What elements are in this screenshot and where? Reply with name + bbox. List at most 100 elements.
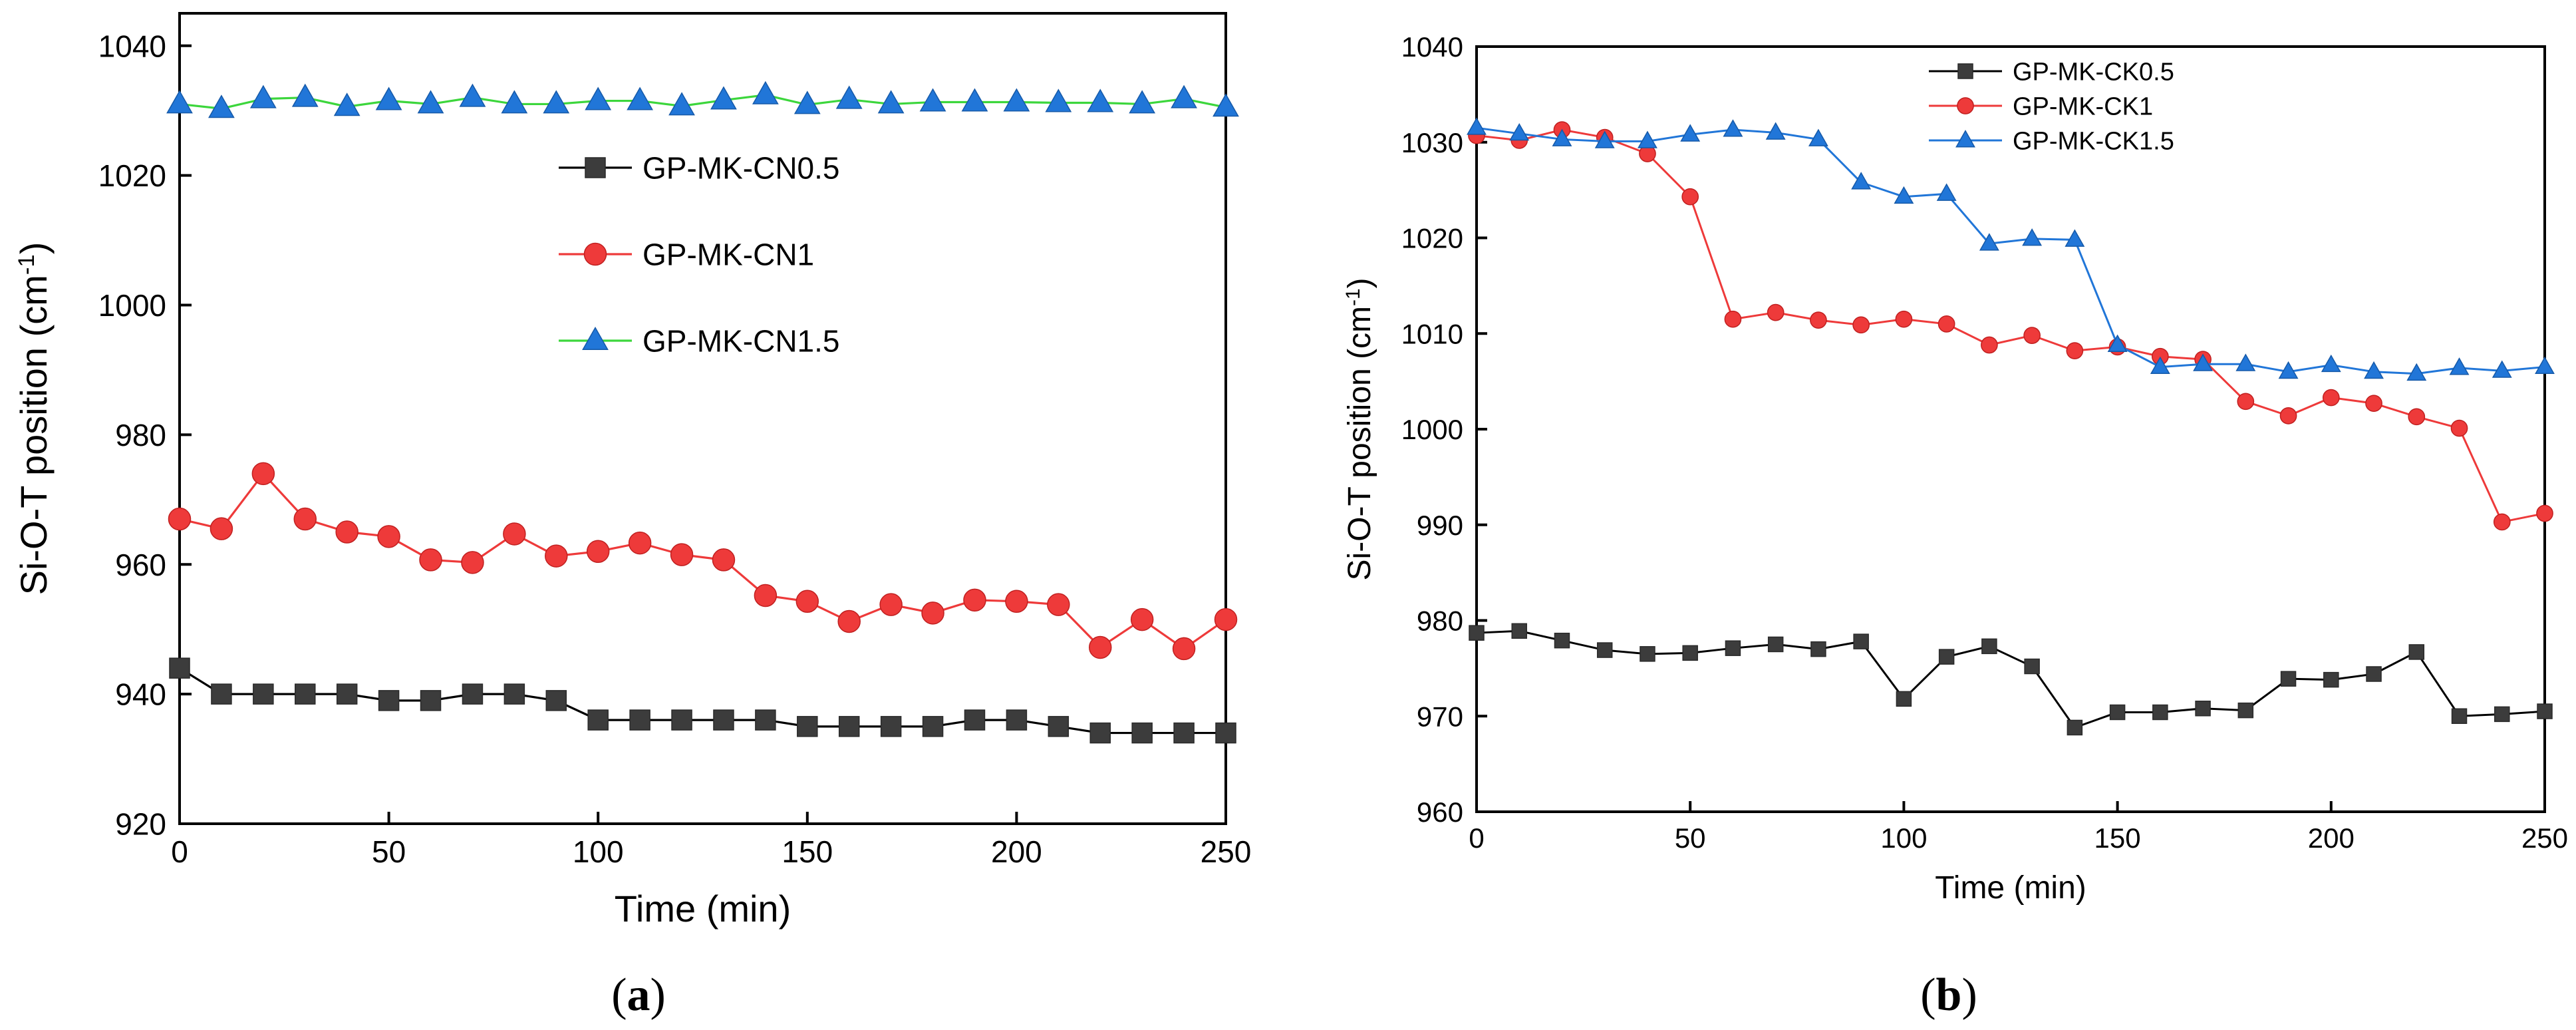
y-tick-label: 1010 [1401, 318, 1463, 349]
data-point [2278, 361, 2299, 379]
y-tick-label: 1040 [98, 29, 166, 63]
data-point [1936, 183, 1957, 201]
legend: GP-MK-CK0.5 GP-MK-CK1 GP-MK-CK1.5 [1929, 59, 2174, 156]
data-point [2451, 708, 2468, 724]
data-point [2023, 327, 2041, 344]
data-point [586, 540, 610, 564]
series-line [1476, 126, 2545, 375]
panel-caption-close: ) [650, 969, 666, 1021]
data-point [251, 462, 275, 486]
data-point [210, 517, 233, 540]
data-point [295, 683, 316, 705]
data-point [2492, 360, 2512, 378]
data-point [333, 92, 360, 116]
data-point [377, 525, 400, 548]
legend-label: GP-MK-CK0.5 [2013, 59, 2174, 86]
data-point [671, 709, 692, 731]
panel-caption-open: ( [1920, 969, 1935, 1021]
data-point [1810, 641, 1826, 657]
data-point [501, 90, 528, 114]
x-tick-label: 250 [2521, 822, 2568, 854]
plot-frame [178, 12, 1227, 825]
data-point [503, 683, 525, 705]
series-GP-MK-CN1 [168, 462, 1238, 661]
data-point [1981, 336, 1998, 354]
data-point [1682, 645, 1698, 661]
data-point [375, 86, 402, 110]
y-tick-label: 940 [115, 677, 166, 712]
legend-marker [582, 326, 609, 350]
data-point [2493, 513, 2511, 531]
data-point [1171, 85, 1197, 108]
x-tick-label: 150 [782, 834, 833, 869]
series-line [179, 94, 1226, 110]
data-point [2152, 704, 2168, 721]
data-point [1767, 636, 1784, 653]
data-point [1681, 188, 1699, 206]
data-point [417, 90, 444, 114]
y-tick-label: 1000 [1401, 414, 1463, 445]
data-point [1006, 709, 1028, 731]
data-point [1938, 649, 1955, 665]
legend-marker [1957, 63, 1973, 79]
data-point [1554, 632, 1570, 649]
data-point [877, 90, 905, 114]
data-point [2366, 666, 2382, 682]
y-tick-label: 1020 [1401, 223, 1463, 254]
data-point [2536, 504, 2553, 522]
data-point [710, 86, 737, 110]
series-GP-MK-CN1.5 [166, 81, 1239, 118]
data-point [2537, 703, 2553, 719]
data-point [1852, 316, 1870, 334]
panel-caption: (a) [611, 969, 666, 1021]
y-tick-label: 980 [1417, 605, 1463, 637]
legend-label: GP-MK-CN1.5 [643, 324, 839, 359]
panel-caption-letter: a [627, 969, 650, 1021]
data-point [668, 92, 695, 116]
y-axis-label-main: Si-O-T position (cm [13, 275, 55, 595]
data-point [459, 83, 486, 107]
x-tick-label: 0 [1469, 822, 1484, 854]
data-point [961, 88, 988, 112]
data-point [2365, 395, 2382, 413]
y-axis-label: Si-O-T position (cm-1) [1342, 278, 1378, 581]
data-point [1215, 722, 1236, 744]
data-point [1003, 88, 1030, 112]
data-point [921, 601, 944, 625]
data-point [1048, 716, 1070, 737]
y-axis-label-sup: -1 [1342, 289, 1364, 306]
data-point [1725, 640, 1741, 656]
data-point [2494, 706, 2510, 723]
legend-label: GP-MK-CN0.5 [643, 151, 839, 186]
legend-marker [585, 157, 606, 178]
y-axis-label-sup: -1 [14, 254, 39, 275]
series-line [1476, 629, 2545, 729]
x-tick-label: 50 [1675, 822, 1706, 854]
data-point [1088, 635, 1112, 659]
data-point [1131, 722, 1153, 744]
data-point [838, 716, 860, 737]
data-point [2408, 408, 2426, 426]
legend: GP-MK-CN0.5 GP-MK-CN1 GP-MK-CN1.5 [559, 151, 839, 359]
legend-label: GP-MK-CK1.5 [2013, 128, 2174, 156]
legend-label: GP-MK-CK1 [2013, 93, 2153, 121]
data-point [1723, 119, 1743, 137]
legend-marker [583, 242, 607, 266]
data-point [793, 90, 821, 114]
data-point [1173, 722, 1195, 744]
data-point [2022, 228, 2043, 246]
series-line [1476, 128, 2545, 524]
data-point [1896, 691, 1912, 707]
data-point [1765, 122, 1786, 140]
x-tick-label: 50 [372, 834, 406, 869]
data-point [1045, 88, 1072, 112]
data-point [2193, 353, 2214, 371]
data-point [291, 83, 319, 107]
x-tick-label: 100 [1880, 822, 1927, 854]
y-tick-label: 960 [115, 548, 166, 582]
data-point [253, 683, 274, 705]
data-point [1894, 186, 1914, 204]
data-point [378, 690, 400, 711]
panel-caption-letter: b [1936, 969, 1962, 1021]
